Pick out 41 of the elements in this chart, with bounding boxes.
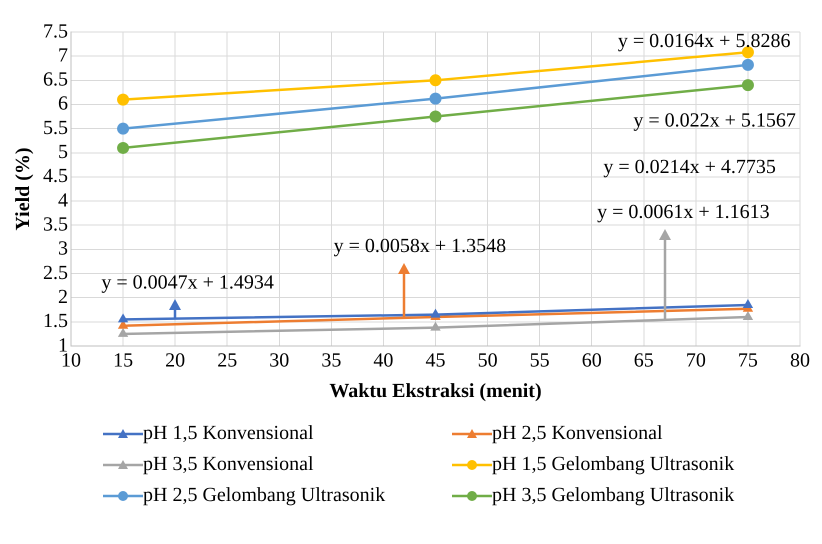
y-tick-label: 6.5 — [43, 68, 68, 91]
legend-label: pH 1,5 Gelombang Ultrasonik — [492, 453, 734, 476]
y-tick-label: 6 — [58, 92, 68, 115]
x-tick-label: 45 — [426, 349, 446, 372]
x-tick-label: 65 — [634, 349, 654, 372]
y-tick-label: 1.5 — [43, 310, 68, 332]
legend-label: pH 1,5 Konvensional — [143, 422, 314, 445]
legend-label: pH 3,5 Gelombang Ultrasonik — [492, 484, 734, 507]
y-axis-title: Yield (%) — [12, 147, 34, 231]
annotation: y = 0.0047x + 1.4934 — [101, 271, 274, 294]
y-tick-label: 2 — [58, 286, 68, 308]
annotation: y = 0.022x + 5.1567 — [633, 110, 796, 132]
x-tick-label: 25 — [217, 349, 238, 372]
legend-label: pH 2,5 Konvensional — [492, 422, 663, 445]
x-tick-label: 50 — [478, 349, 498, 372]
annotation: y = 0.0164x + 5.8286 — [618, 30, 790, 52]
y-tick-label: 5.5 — [43, 116, 68, 139]
x-tick-label: 30 — [269, 349, 290, 372]
y-tick-label: 3.5 — [43, 213, 68, 236]
y-tick-label: 7.5 — [43, 20, 68, 42]
x-tick-label: 15 — [113, 349, 134, 372]
x-tick-label: 35 — [321, 349, 342, 372]
x-tick-label: 55 — [530, 349, 550, 372]
x-tick-label: 70 — [686, 349, 706, 372]
annotation: y = 0.0058x + 1.3548 — [334, 235, 506, 258]
x-tick-label: 40 — [373, 349, 394, 372]
y-tick-label: 7 — [58, 44, 68, 66]
x-tick-label: 75 — [738, 349, 758, 372]
x-tick-label: 60 — [582, 349, 602, 372]
y-tick-label: 4 — [58, 189, 68, 212]
legend-label: pH 2,5 Gelombang Ultrasonik — [143, 484, 386, 507]
y-tick-label: 2.5 — [43, 262, 68, 284]
annotation: y = 0.0214x + 4.7735 — [603, 156, 776, 178]
annotation: y = 0.0061x + 1.1613 — [597, 200, 770, 223]
x-tick-label: 80 — [790, 349, 810, 372]
legend-label: pH 3,5 Konvensional — [143, 453, 314, 476]
y-tick-label: 5 — [58, 141, 68, 164]
x-tick-label: 20 — [165, 349, 186, 372]
y-tick-label: 4.5 — [43, 165, 68, 188]
x-axis-title: Waktu Ekstraksi (menit) — [329, 380, 542, 402]
y-tick-label: 3 — [58, 238, 68, 260]
